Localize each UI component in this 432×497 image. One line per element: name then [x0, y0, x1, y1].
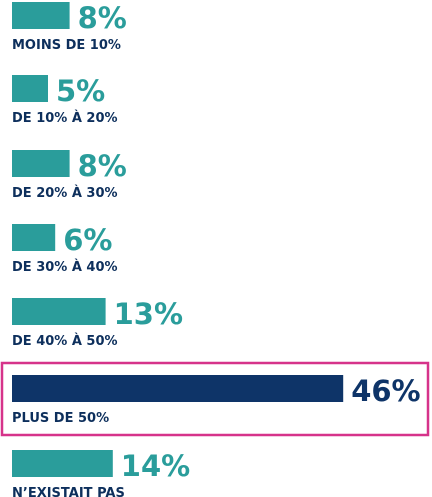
bar-row-1	[12, 2, 70, 29]
category-label-row-2: DE 10% À 20%	[12, 110, 118, 126]
value-label-row-3: 8%	[78, 149, 127, 183]
bar-row-6	[12, 375, 344, 402]
value-label-row-5: 13%	[114, 297, 183, 331]
value-label-row-7: 14%	[121, 449, 190, 483]
bar-row-4	[12, 224, 56, 251]
value-label-row-6: 46%	[351, 374, 420, 408]
value-label-row-4: 6%	[63, 223, 112, 257]
bar-row-3	[12, 150, 70, 177]
bar-row-7	[12, 450, 113, 477]
category-label-row-7: N’EXISTAIT PAS	[12, 486, 125, 497]
category-label-row-6: PLUS DE 50%	[12, 411, 109, 426]
category-label-row-4: DE 30% À 40%	[12, 259, 118, 275]
bar-row-2	[12, 75, 48, 102]
category-label-row-5: DE 40% À 50%	[12, 333, 118, 349]
category-label-row-3: DE 20% À 30%	[12, 185, 118, 201]
highlight-frame	[0, 361, 430, 437]
category-label-row-1: MOINS DE 10%	[12, 38, 121, 53]
bar-row-5	[12, 298, 106, 325]
value-label-row-1: 8%	[78, 1, 127, 35]
value-label-row-2: 5%	[56, 74, 105, 108]
